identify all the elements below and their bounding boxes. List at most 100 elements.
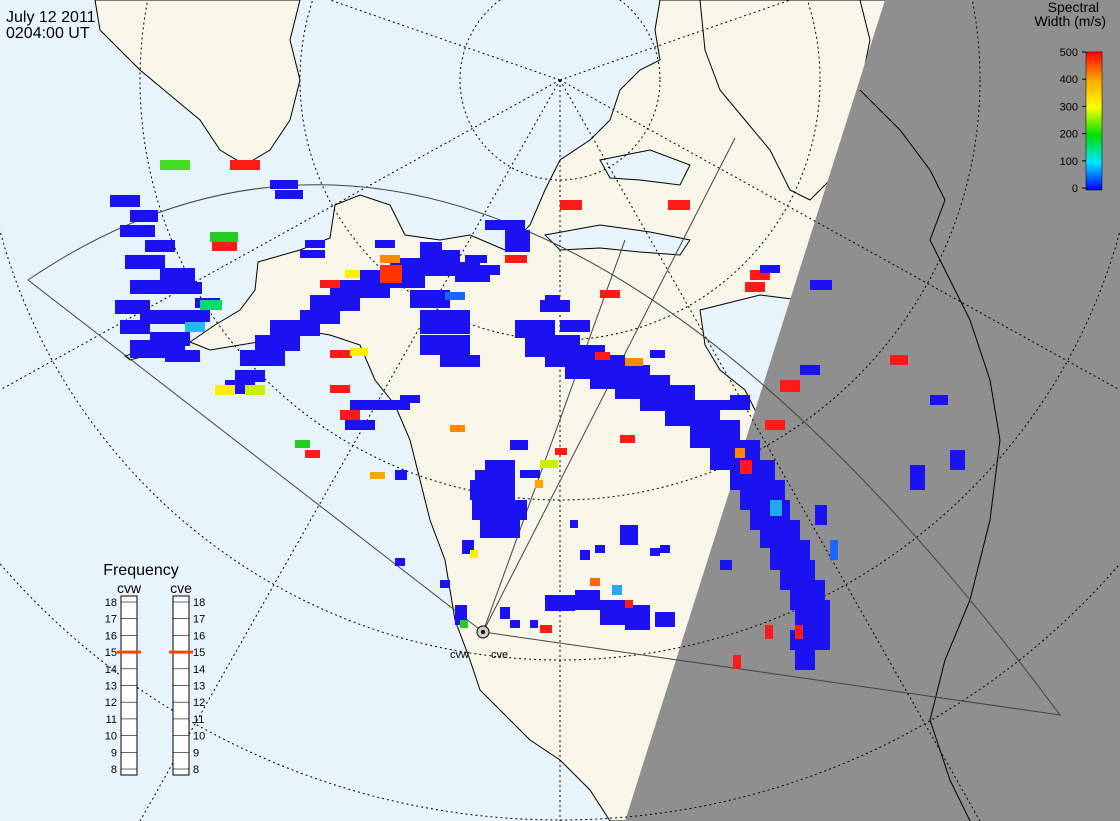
legend-ticks: 500 400 300 200 100 0 [1060, 47, 1086, 195]
frequency-panel: Frequency cvw cve 18 17 16 15 14 13 12 11 10 9 8 1… [103, 562, 205, 776]
echo-cell [668, 200, 690, 210]
echo-cell [515, 320, 555, 338]
echo-cell [770, 500, 782, 516]
echo-cell [420, 242, 442, 250]
frequency-scale-label: 14 [193, 664, 205, 676]
echo-cell [800, 365, 820, 375]
echo-cell [575, 590, 600, 610]
echo-cell [520, 470, 540, 478]
echo-cell [780, 380, 800, 392]
echo-cell [535, 480, 543, 488]
echo-cell [810, 280, 832, 290]
echo-cell [320, 280, 340, 288]
night-terminator-shading [625, 0, 1120, 821]
echo-cell [130, 280, 170, 294]
frequency-scale-label: 18 [105, 597, 117, 609]
frequency-scale-label: 11 [106, 714, 117, 726]
frequency-scale-label: 9 [193, 747, 199, 759]
echo-cell [595, 352, 610, 360]
frequency-scale-label: 13 [105, 681, 117, 693]
echo-cell [505, 230, 530, 252]
echo-cell [185, 322, 205, 332]
radar-label-east: cve [491, 649, 508, 661]
frequency-gauge-cve: 18 17 16 15 14 13 12 11 10 9 8 [169, 595, 205, 776]
legend-tick-label: 400 [1060, 74, 1078, 86]
echo-cell [400, 395, 420, 403]
echo-cell [612, 585, 622, 595]
legend-colorbar [1085, 51, 1103, 191]
echo-cell [245, 385, 265, 395]
echo-cell [555, 448, 567, 455]
header-time: 0204:00 UT [6, 25, 90, 42]
echo-cell [620, 525, 638, 545]
legend-tick-label: 300 [1060, 101, 1078, 113]
echo-cell [560, 200, 582, 210]
echo-cell [472, 500, 527, 520]
echo-cell [660, 545, 670, 553]
echo-cell [735, 448, 745, 458]
echo-cell [212, 242, 237, 251]
echo-cell [340, 410, 360, 420]
echo-cell [765, 420, 785, 430]
echo-cell [235, 370, 265, 382]
frequency-scale-label: 8 [193, 764, 199, 776]
echo-cell [625, 358, 643, 366]
legend-tick-label: 0 [1072, 183, 1078, 195]
echo-cell [475, 470, 515, 480]
echo-cell [745, 282, 765, 292]
legend-tick-label: 500 [1060, 47, 1078, 59]
echo-cell [375, 240, 395, 248]
echo-cell [350, 348, 368, 356]
echo-cell [625, 600, 633, 608]
echo-cell [765, 625, 773, 639]
echo-cell [545, 595, 575, 611]
echo-cell [545, 295, 560, 303]
echo-cell [625, 605, 650, 630]
frequency-scale-label: 8 [111, 764, 117, 776]
echo-cell [465, 255, 487, 263]
echo-cell [210, 232, 238, 242]
echo-cell [650, 548, 660, 556]
frequency-scale-label: 12 [105, 697, 117, 709]
echo-cell [310, 295, 360, 311]
echo-cell [795, 650, 815, 670]
echo-cell [655, 612, 675, 627]
echo-cell [125, 255, 165, 269]
echo-cell [300, 250, 325, 258]
arctic-channel-1 [543, 224, 691, 256]
echo-cell [470, 265, 500, 275]
echo-cell [890, 355, 908, 365]
echo-cell [730, 395, 750, 405]
spectral-width-legend: Spectral Width (m/s) 500 400 300 200 100 0 [1034, 0, 1106, 195]
echo-cell [420, 250, 460, 264]
radar-label-west: cvw [450, 649, 469, 661]
echo-cell [160, 160, 190, 170]
frequency-scale-label: 12 [193, 697, 205, 709]
frequency-scale-label: 15 [193, 647, 205, 659]
echo-cell [485, 220, 525, 230]
echo-cell [160, 268, 195, 282]
echo-cell [270, 180, 298, 189]
echo-cell [420, 335, 470, 355]
echo-cell [480, 520, 520, 538]
echo-cell [170, 282, 202, 294]
echo-cell [510, 440, 528, 450]
radar-echoes [110, 160, 965, 670]
frequency-scale-label: 13 [193, 681, 205, 693]
legend-tick-label: 100 [1060, 156, 1078, 168]
echo-cell [450, 425, 465, 432]
frequency-gauge-cvw: 18 17 16 15 14 13 12 11 10 9 8 [105, 595, 141, 776]
frequency-scale-label: 16 [105, 630, 117, 642]
echo-cell [540, 625, 552, 633]
echo-cell [180, 310, 210, 322]
echo-cell [145, 240, 175, 252]
echo-cell [620, 435, 635, 443]
night-coastline [859, 89, 1001, 821]
echo-cell [815, 505, 827, 525]
radar-site-center [481, 630, 485, 634]
echo-cell [505, 255, 527, 263]
landmass-greenland [699, 0, 871, 201]
frequency-scale-label: 17 [105, 614, 117, 626]
